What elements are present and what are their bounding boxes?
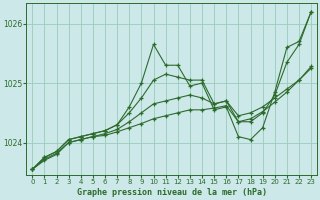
X-axis label: Graphe pression niveau de la mer (hPa): Graphe pression niveau de la mer (hPa) (77, 188, 267, 197)
